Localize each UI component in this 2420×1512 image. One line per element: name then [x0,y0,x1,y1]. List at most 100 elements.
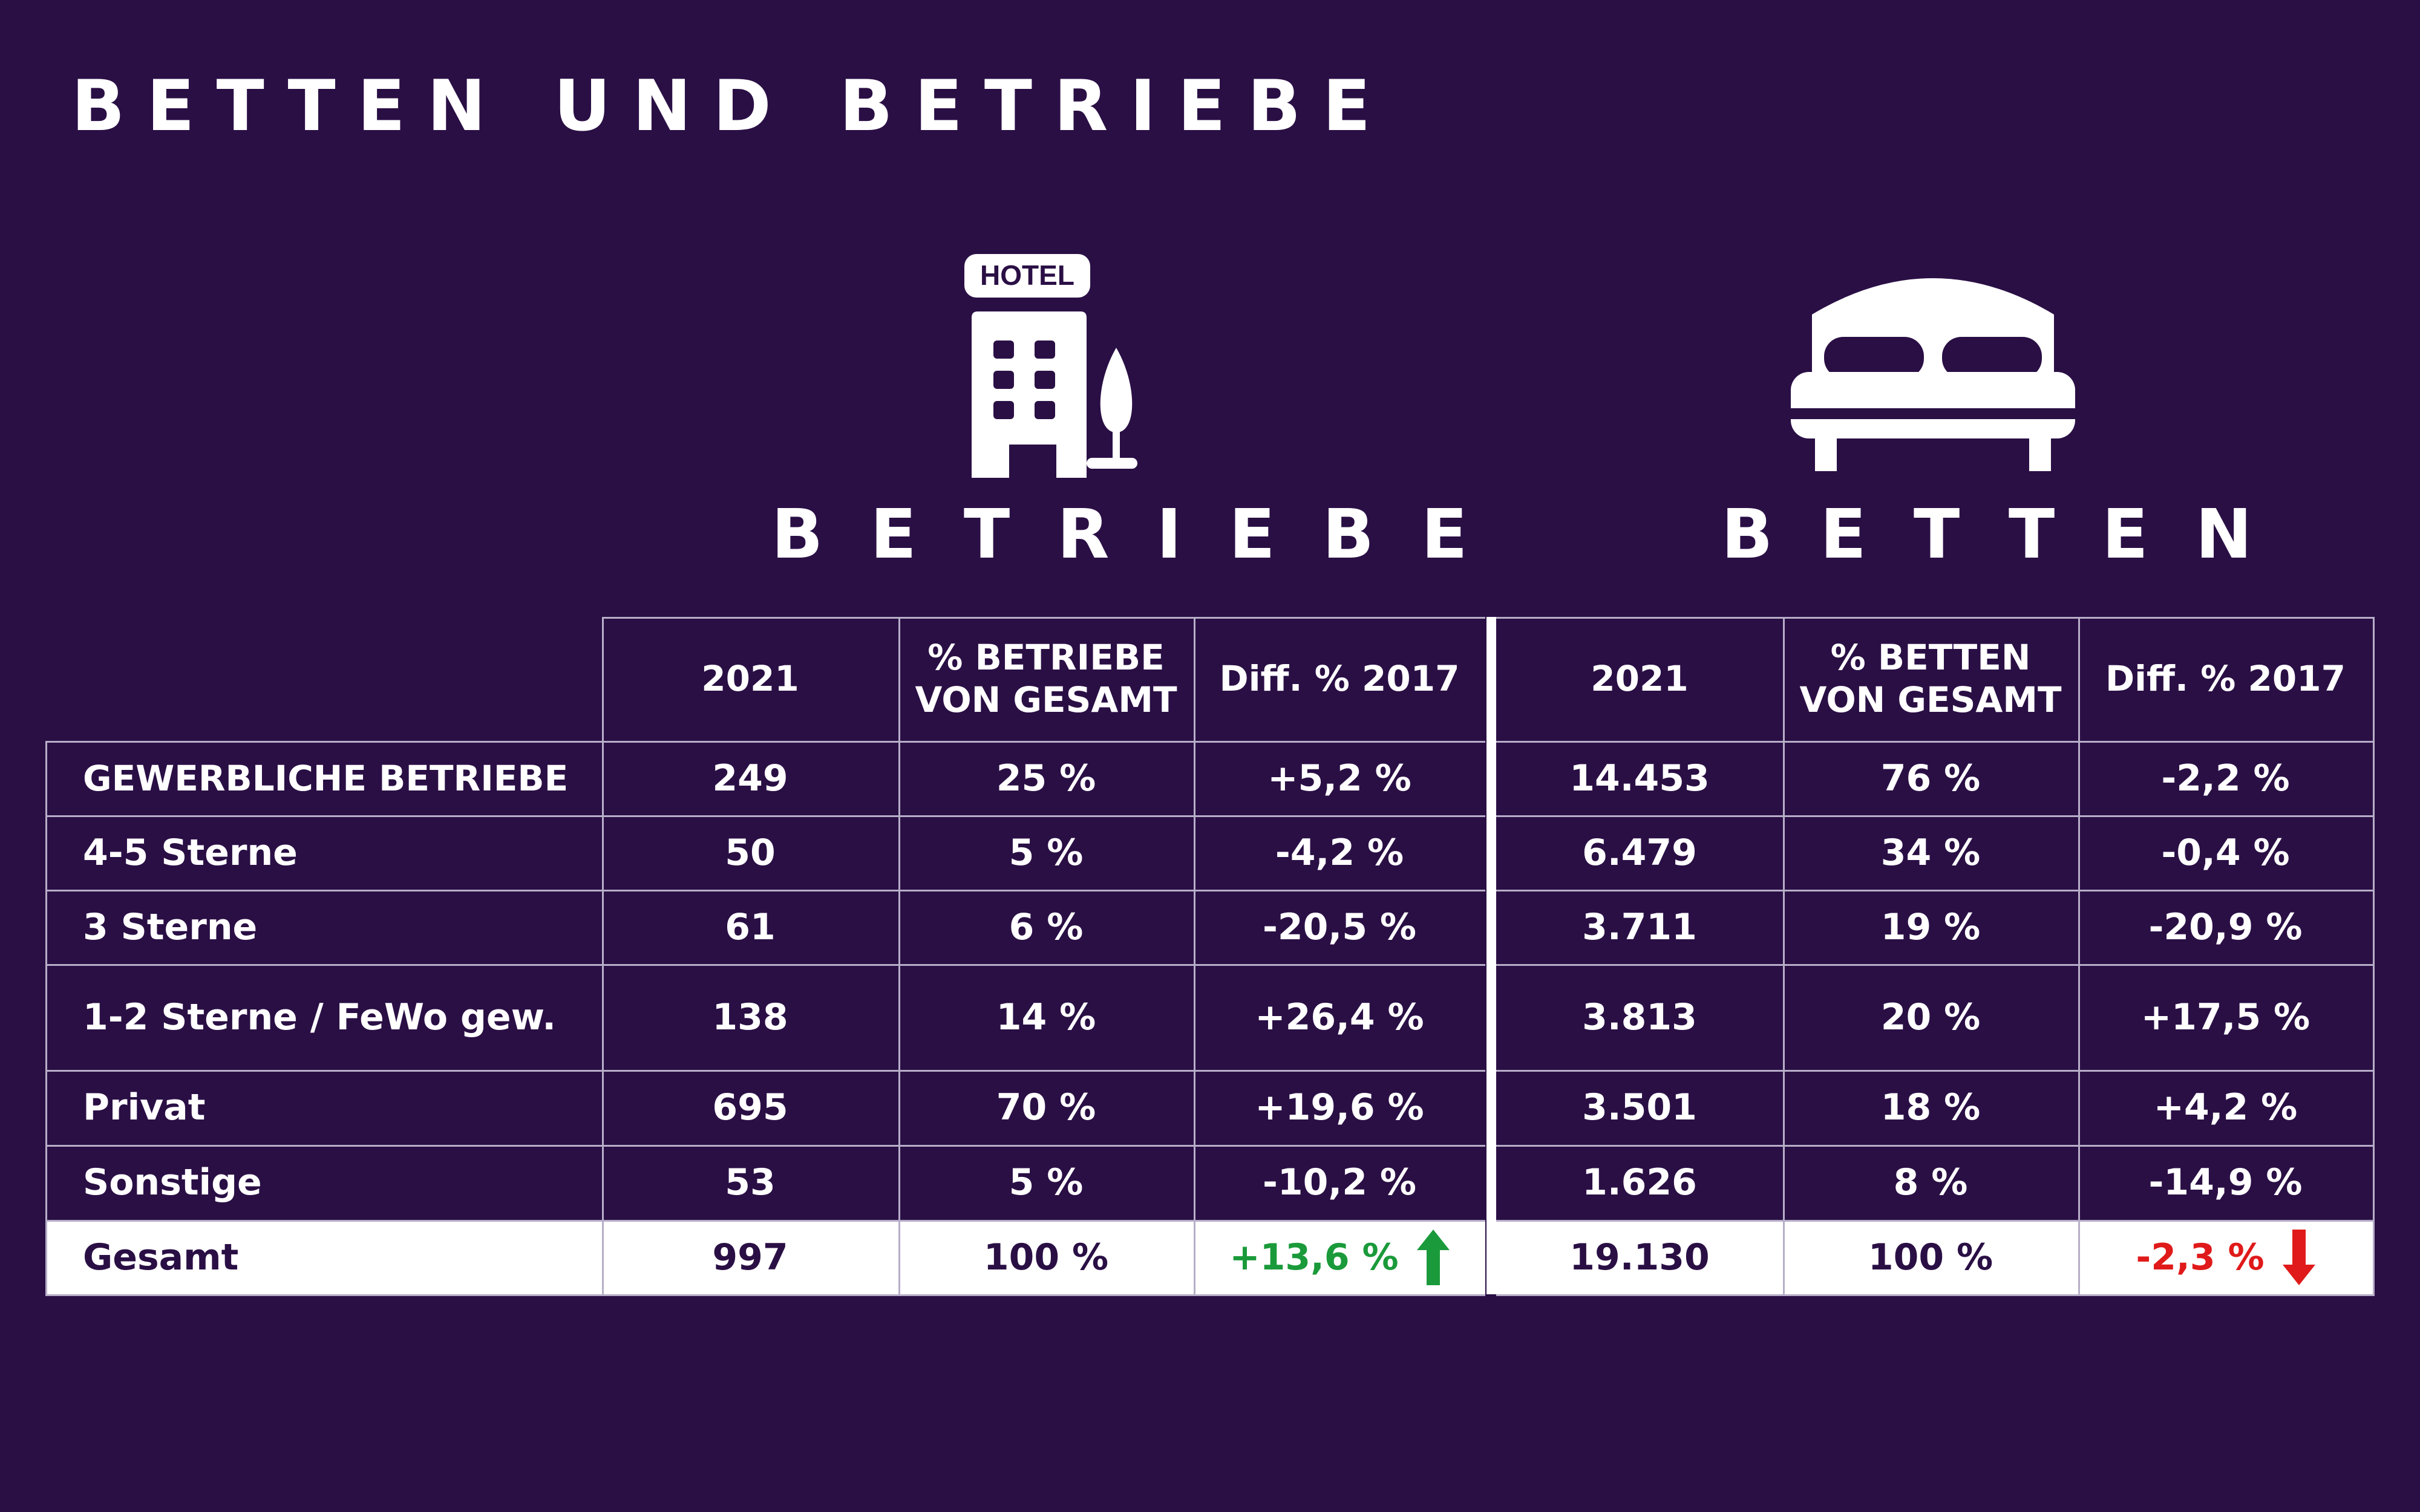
hotel-building-icon: HOTEL [964,254,1137,478]
total-value: 997 [712,1236,788,1279]
page-title: BETTEN UND BETRIEBE [71,65,1393,147]
grid-line [1496,1070,2373,1072]
table-cell: 8 % [1893,1161,1968,1204]
table-cell: -14,9 % [2148,1161,2303,1204]
table-cell: -20,5 % [1263,905,1416,948]
total-cell: -2,3 % [2078,1220,2373,1294]
table-divider [1486,617,1496,1294]
arrow-down-icon [2282,1229,2315,1285]
total-cell: 100 % [1783,1220,2078,1294]
total-cell: 19.130 [1496,1220,1783,1294]
table-cell: 695 [712,1086,788,1129]
grid-line [1496,815,2373,817]
table-cell: +5,2 % [1267,757,1411,800]
table-cell: 249 [712,757,788,800]
table-cell: 20 % [1880,996,1981,1038]
grid-line [1496,964,2373,966]
total-value: +13,6 % [1229,1236,1399,1279]
row-label: GEWERBLICHE BETRIEBE [83,757,569,799]
table-cell: 5 % [1009,1161,1084,1204]
table-cell: 14 % [996,996,1096,1038]
total-label-text: Gesamt [83,1236,239,1279]
header-betten-share: % BETTEN VON GESAMT [1783,617,2078,741]
total-row-bg-right [1496,1220,2373,1294]
table-cell: 14.453 [1569,757,1710,800]
header-line: VON GESAMT [1799,679,2062,720]
header-betten-diff: Diff. % 2017 [2105,657,2346,699]
header-line: VON GESAMT [915,679,1177,720]
section-label-betriebe: BETRIEBE [771,495,1515,574]
arrow-up-icon [1416,1229,1450,1285]
table-cell: -10,2 % [1263,1161,1416,1204]
total-label: Gesamt [45,1220,602,1294]
table-cell: 3.813 [1582,996,1697,1038]
total-row-bg-left [45,1220,1485,1294]
table-cell: +26,4 % [1255,996,1424,1038]
grid-line [45,964,1485,966]
table-cell: -0,4 % [2161,831,2290,874]
total-cell: 100 % [898,1220,1194,1294]
grid-line [602,617,1485,619]
total-cell: +13,6 % [1194,1220,1485,1294]
table-cell: 6.479 [1582,831,1697,874]
header-betten-2021: 2021 [1591,657,1689,699]
row-label: Privat [83,1086,206,1129]
grid-line [1496,1145,2373,1147]
row-label: 1-2 Sterne / FeWo gew. [83,996,556,1038]
header-line: % BETTEN [1830,636,2031,678]
table-cell: 3.501 [1582,1086,1697,1129]
table-cell: -4,2 % [1275,831,1404,874]
total-value: 100 % [983,1236,1109,1279]
table-cell: +4,2 % [2153,1086,2298,1129]
row-label: 4-5 Sterne [83,831,298,874]
grid-line [2078,617,2080,1296]
total-value: 19.130 [1569,1236,1710,1279]
section-label-betten: BETTEN [1721,495,2300,574]
header-betriebe-share: % BETRIEBE VON GESAMT [898,617,1194,741]
grid-line [45,1145,1485,1147]
grid-line [45,890,1485,891]
table-cell: 61 [725,905,776,948]
header-betriebe-diff: Diff. % 2017 [1219,657,1460,699]
table-cell: 34 % [1880,831,1981,874]
grid-line [898,617,900,1296]
table-cell: 50 [725,831,776,874]
table-cell: 138 [712,996,788,1038]
table-cell: 70 % [996,1086,1096,1129]
grid-line [1496,741,2373,743]
row-label: 3 Sterne [83,905,258,948]
table-cell: 6 % [1009,905,1084,948]
grid-line [45,815,1485,817]
total-value: -2,3 % [2136,1236,2265,1279]
table-cell: 1.626 [1582,1161,1697,1204]
hotel-sign-text: HOTEL [980,259,1074,291]
table-cell: +17,5 % [2140,996,2310,1038]
grid-line [1496,617,2373,619]
grid-line [1194,617,1195,1296]
table-cell: -20,9 % [2148,905,2303,948]
table-cell: -2,2 % [2161,757,2290,800]
grid-line [45,1220,1485,1222]
total-value: 100 % [1868,1236,1993,1279]
table-cell: 25 % [996,757,1096,800]
grid-line [45,741,47,1296]
bed-icon [1791,278,2075,471]
table-cell: 19 % [1880,905,1981,948]
grid-line [2373,617,2375,1296]
grid-line [1496,1220,2373,1222]
grid-line [45,1294,1485,1296]
table-cell: 5 % [1009,831,1084,874]
grid-line [1783,617,1785,1296]
row-label: Sonstige [83,1161,262,1204]
grid-line [1496,890,2373,891]
grid-line [1496,1294,2373,1296]
total-cell: 997 [602,1220,898,1294]
grid-line [45,741,1485,743]
header-line: % BETRIEBE [927,636,1165,678]
table-cell: 76 % [1880,757,1981,800]
table-cell: 3.711 [1582,905,1697,948]
table-cell: 53 [725,1161,776,1204]
grid-line [45,1070,1485,1072]
table-cell: +19,6 % [1255,1086,1424,1129]
grid-line [602,617,604,1296]
